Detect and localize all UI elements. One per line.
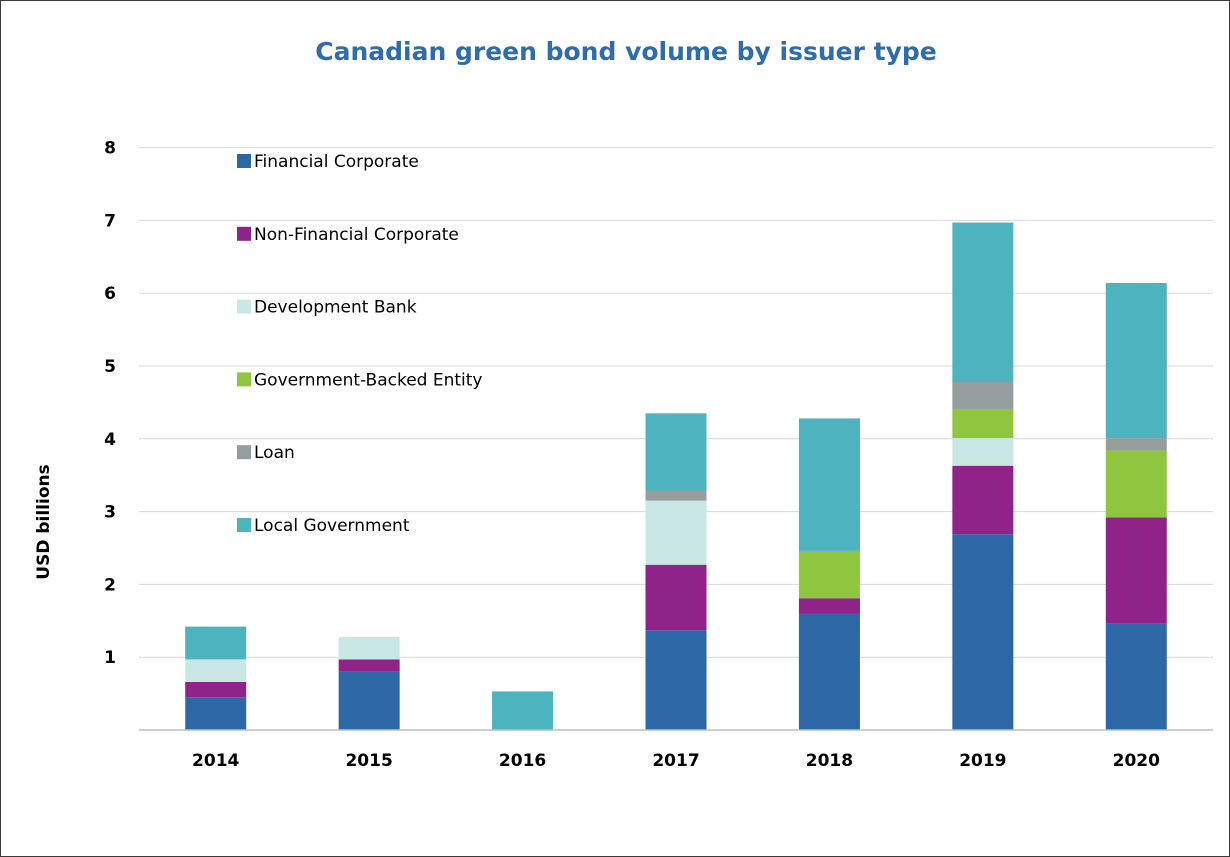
legend-label: Development Bank	[254, 298, 417, 318]
legend-label: Government-Backed Entity	[254, 370, 483, 390]
x-tick-label: 2014	[192, 751, 239, 771]
bar-segment	[645, 500, 707, 565]
legend: Financial Corporate Non-Financial Corpora…	[237, 152, 483, 536]
y-tick-label: 1	[104, 648, 116, 668]
bar-segment	[798, 418, 860, 551]
bar-segment	[338, 659, 400, 672]
bar-segment	[1105, 283, 1167, 439]
bar-segment	[645, 413, 707, 491]
bar-segment	[1105, 517, 1167, 624]
legend-label: Loan	[254, 443, 295, 463]
y-axis-ticks: 1 2 3 4 5 6 7 8	[104, 139, 116, 669]
bar-segment	[1105, 623, 1167, 730]
legend-label: Local Government	[254, 516, 410, 536]
legend-label: Financial Corporate	[254, 152, 419, 172]
y-tick-label: 3	[104, 503, 116, 523]
y-tick-label: 2	[104, 575, 116, 595]
bar-segment	[185, 659, 247, 682]
bar-segment	[185, 626, 247, 660]
x-axis-ticks: 2014 2015 2016 2017 2018 2019 2020	[192, 751, 1160, 771]
bar-segment	[952, 534, 1014, 730]
bar-segment	[645, 630, 707, 730]
legend-swatch	[237, 154, 251, 168]
bar-segment	[185, 697, 247, 730]
legend-label: Non-Financial Corporate	[254, 225, 459, 245]
x-tick-label: 2017	[652, 751, 699, 771]
legend-swatch	[237, 299, 251, 314]
legend-swatch	[237, 226, 251, 241]
bar-segment	[645, 490, 707, 501]
bar-segment	[185, 681, 247, 698]
bar-segment	[338, 671, 400, 730]
bar-segment	[798, 550, 860, 599]
bar-segment	[1105, 438, 1167, 451]
x-tick-label: 2016	[499, 751, 546, 771]
legend-swatch	[237, 518, 251, 532]
bar-segment	[798, 613, 860, 730]
y-tick-label: 8	[104, 139, 116, 159]
legend-swatch	[237, 445, 251, 460]
y-tick-label: 7	[104, 211, 116, 231]
x-tick-label: 2018	[806, 751, 853, 771]
bar-segment	[952, 222, 1014, 383]
bar-segment	[952, 382, 1014, 409]
x-tick-label: 2020	[1113, 751, 1160, 771]
bar-segment	[952, 465, 1014, 535]
bar-segment	[492, 691, 554, 730]
bar-segment	[952, 438, 1014, 466]
bar-segment	[798, 598, 860, 614]
legend-swatch	[237, 372, 251, 387]
y-tick-label: 5	[104, 357, 116, 377]
y-tick-label: 6	[104, 284, 116, 304]
bar-segment	[338, 636, 400, 660]
y-tick-label: 4	[104, 430, 116, 450]
x-tick-label: 2015	[345, 751, 392, 771]
bar-segment	[952, 408, 1014, 439]
y-axis-label: USD billions	[34, 464, 54, 579]
x-tick-label: 2019	[959, 751, 1006, 771]
bar-segment	[1105, 450, 1167, 518]
chart-title: Canadian green bond volume by issuer typ…	[315, 37, 936, 66]
bar-segment	[645, 564, 707, 631]
bars	[185, 222, 1167, 730]
